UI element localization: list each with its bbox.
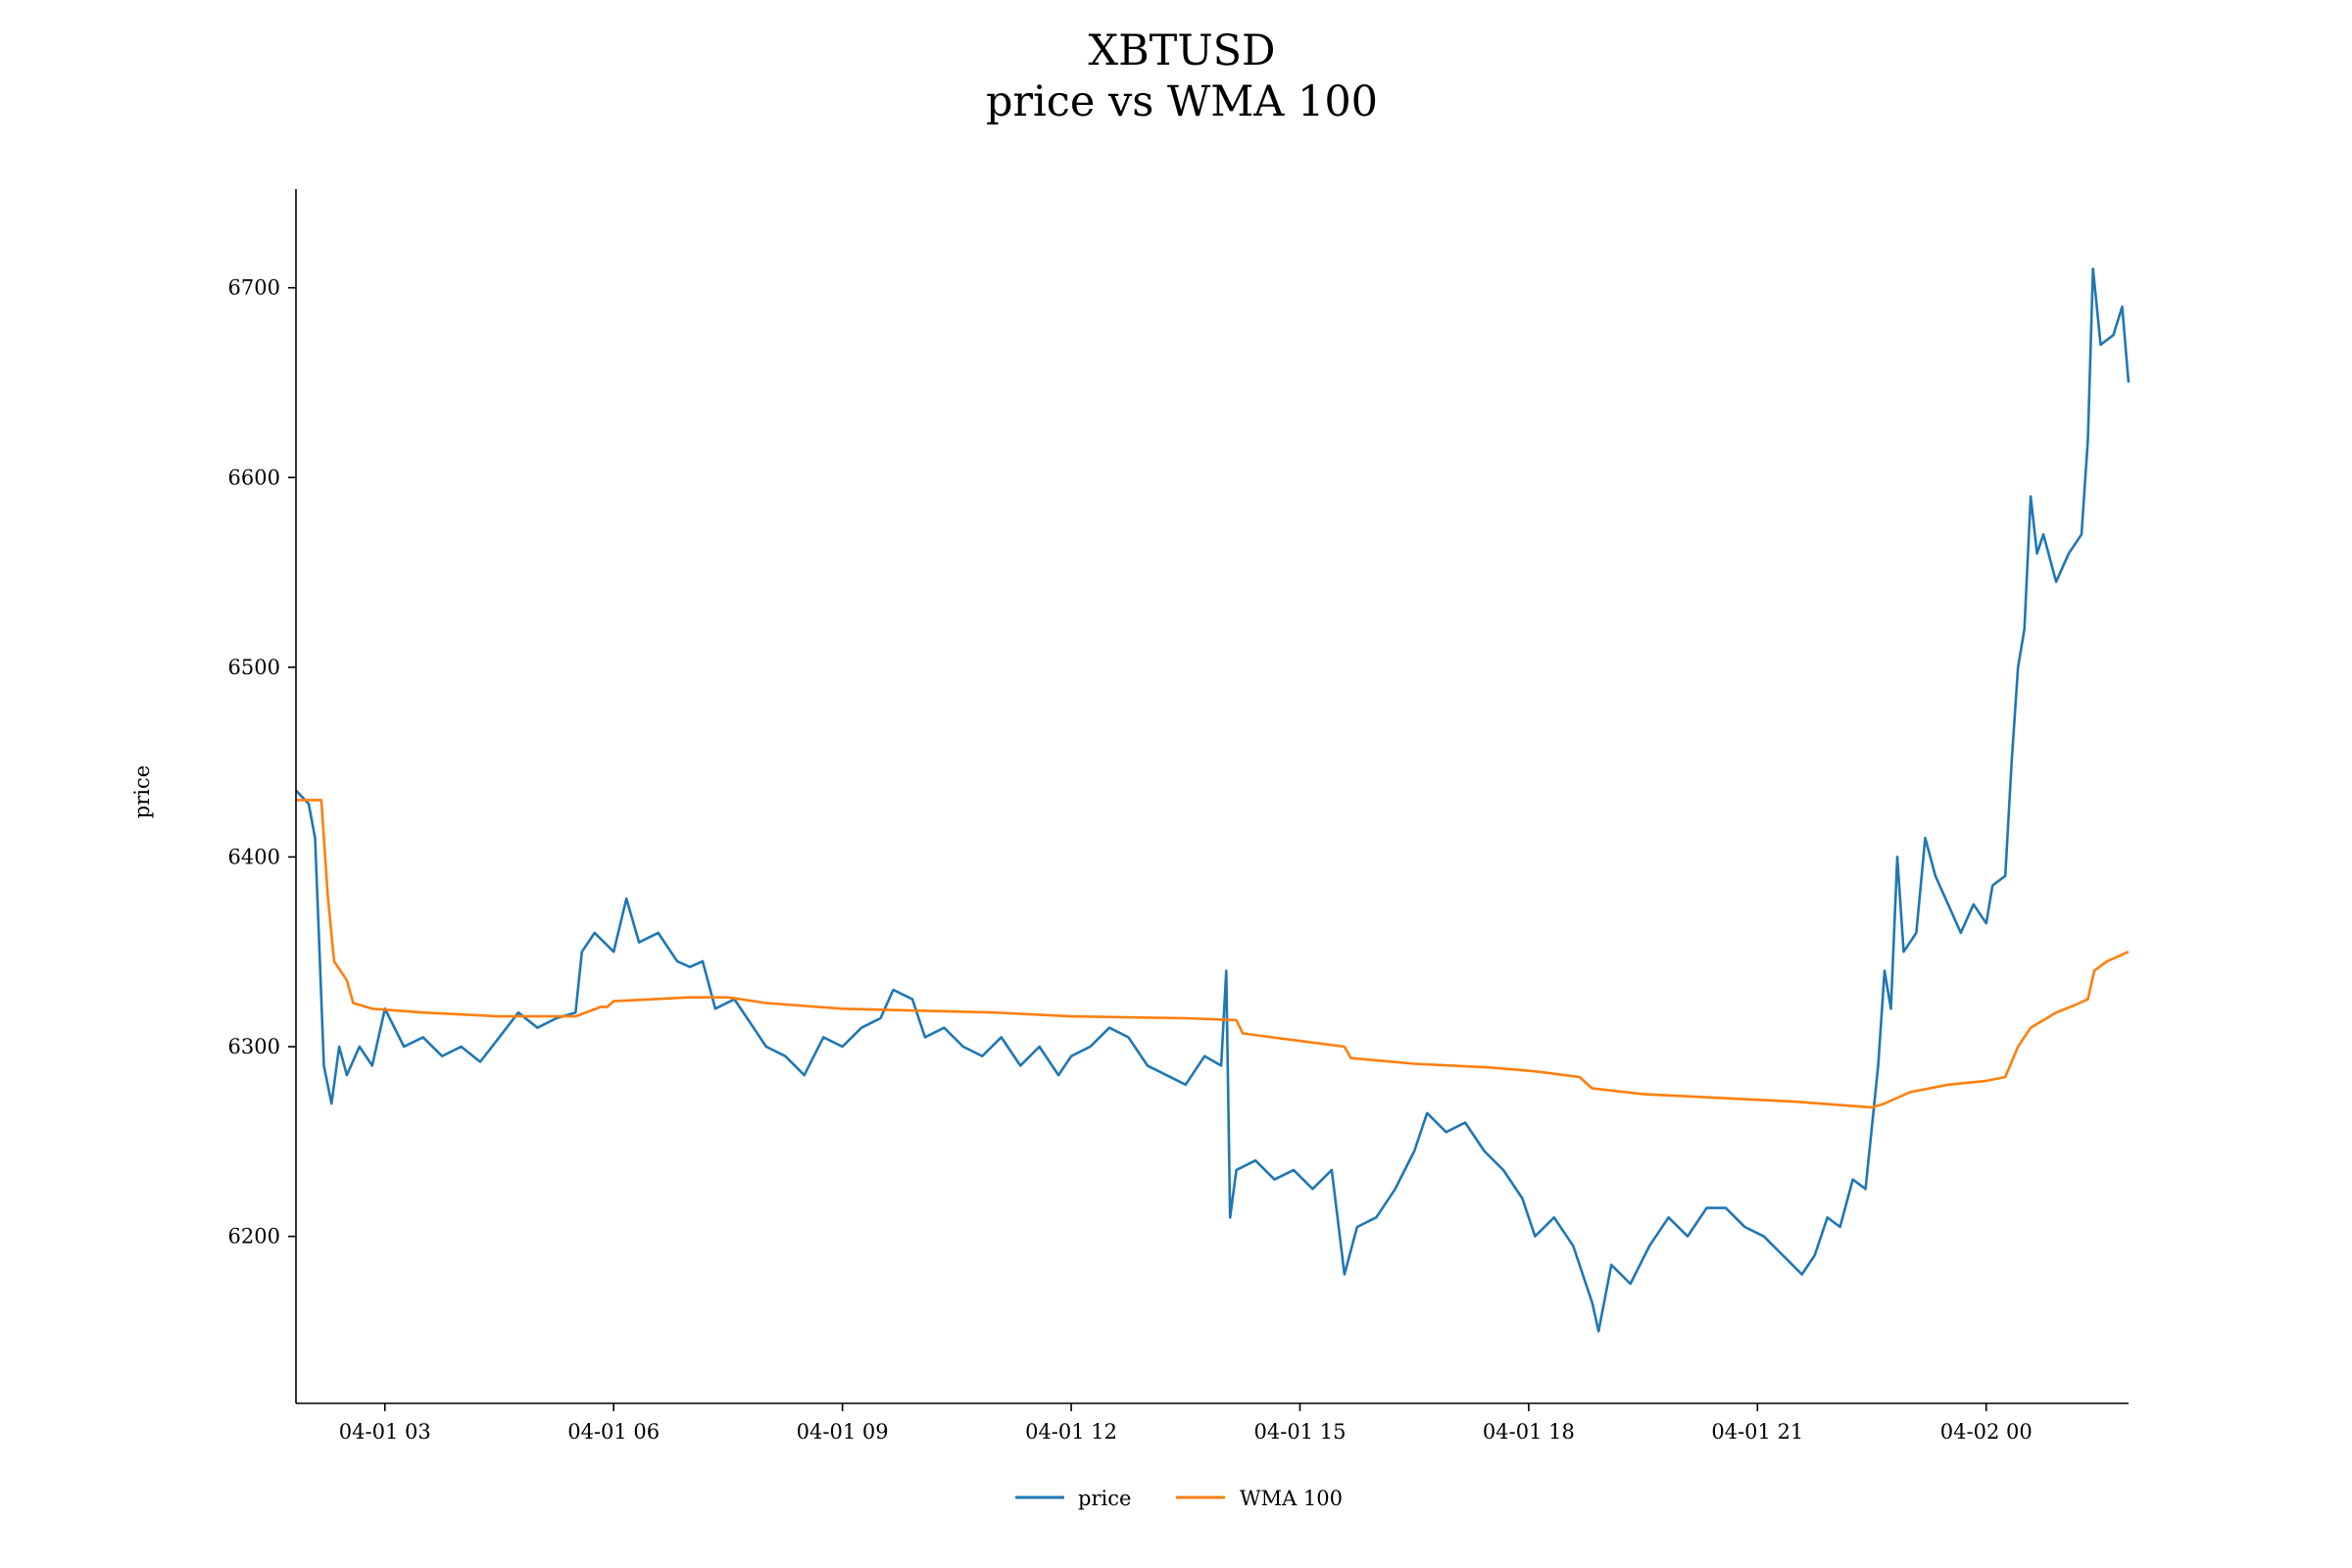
y-tick-label-1: 6300 <box>228 1035 280 1058</box>
x-tick-label-7: 04-02 00 <box>1940 1420 2033 1444</box>
x-tick-label-3: 04-01 12 <box>1025 1420 1117 1444</box>
x-tick-label-2: 04-01 09 <box>797 1420 889 1444</box>
y-ticks: 6200 6300 6400 6500 6600 6700 <box>228 276 296 1249</box>
y-tick-label-0: 6200 <box>228 1225 280 1249</box>
x-ticks: 04-01 03 04-01 06 04-01 09 04-01 12 04-01 15… <box>339 1403 2033 1444</box>
x-tick-label-6: 04-01 21 <box>1711 1420 1803 1444</box>
series-layer <box>295 268 2131 1333</box>
legend-label-price: price <box>1078 1487 1131 1510</box>
series-line-0 <box>295 268 2131 1333</box>
legend-label-wma: WMA 100 <box>1240 1487 1343 1510</box>
y-tick-label-3: 6500 <box>228 656 280 679</box>
x-tick-label-5: 04-01 18 <box>1483 1420 1575 1444</box>
chart-title: XBTUSD <box>1088 26 1275 75</box>
y-tick-label-4: 6600 <box>228 466 280 489</box>
y-tick-label-2: 6400 <box>228 845 280 868</box>
x-tick-label-1: 04-01 06 <box>567 1420 660 1444</box>
chart-subtitle: price vs WMA 100 <box>986 77 1378 126</box>
x-tick-label-0: 04-01 03 <box>339 1420 431 1444</box>
series-line-1 <box>296 799 2130 1109</box>
y-axis-label: price <box>130 765 154 818</box>
legend: price WMA 100 <box>1015 1487 1343 1510</box>
y-tick-label-5: 6700 <box>228 276 280 300</box>
x-tick-label-4: 04-01 15 <box>1254 1420 1347 1444</box>
